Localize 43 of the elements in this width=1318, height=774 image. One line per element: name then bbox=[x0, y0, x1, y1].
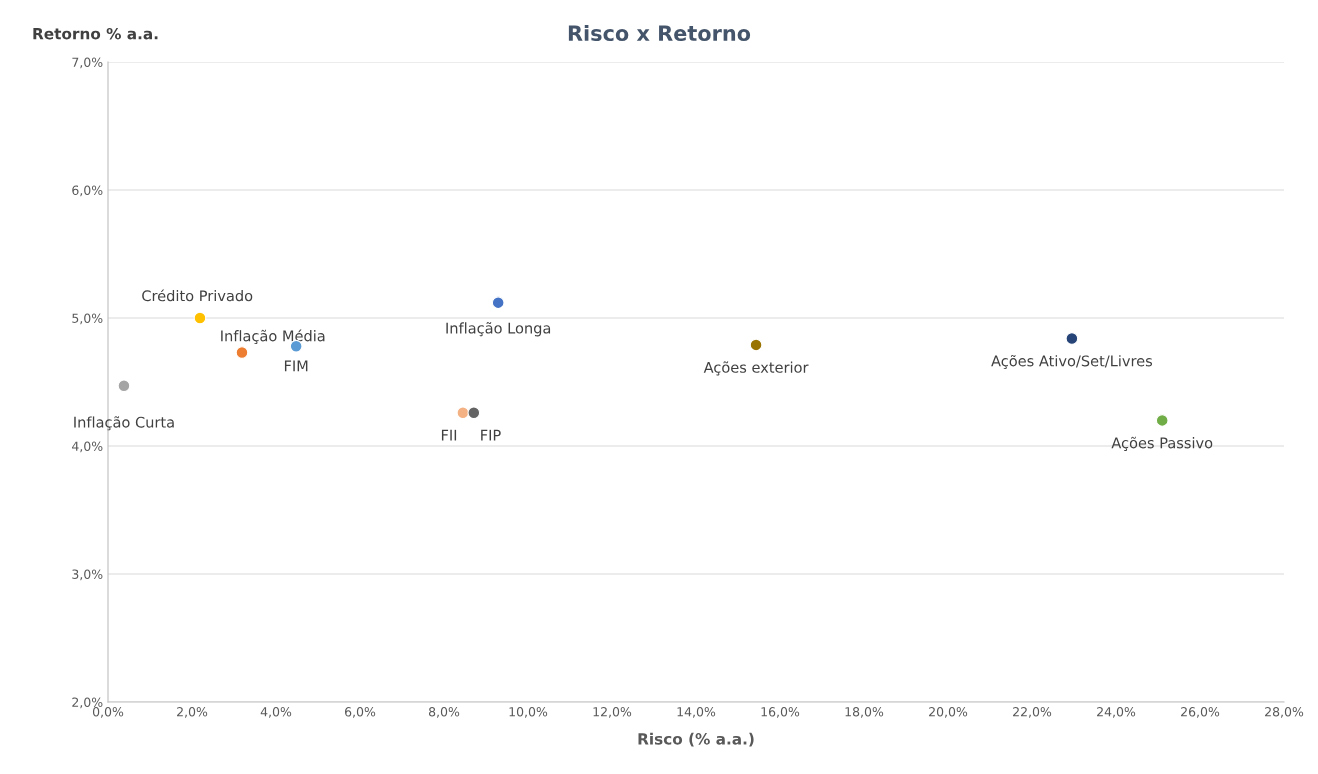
x-tick-label: 22,0% bbox=[1013, 707, 1052, 718]
series-label: Crédito Privado bbox=[142, 289, 253, 302]
point bbox=[491, 296, 505, 310]
x-tick-label: 16,0% bbox=[761, 707, 800, 718]
series-label: Ações exterior bbox=[703, 361, 809, 376]
series-label: Inflação Longa bbox=[446, 322, 551, 337]
y-axis-title: Retorno % a.a. bbox=[33, 27, 158, 40]
series-label: Inflação Média bbox=[221, 329, 325, 345]
series-label: Ações Passivo bbox=[1111, 436, 1213, 451]
y-tick-label: 4,0% bbox=[71, 441, 103, 453]
x-tick-label: 6,0% bbox=[345, 707, 376, 718]
series-label: FIM bbox=[284, 360, 308, 372]
point bbox=[467, 406, 481, 420]
series-label: FIP bbox=[481, 429, 501, 441]
point bbox=[1065, 332, 1079, 345]
series-label: FII bbox=[441, 429, 457, 441]
x-tick-label: 14,0% bbox=[677, 707, 716, 718]
point bbox=[1155, 414, 1169, 427]
y-tick-label: 5,0% bbox=[72, 313, 103, 325]
y-tick-label: 2,0% bbox=[72, 697, 103, 709]
x-tick-label: 10,0% bbox=[509, 707, 548, 718]
x-tick-label: 12,0% bbox=[593, 707, 632, 718]
x-axis-title: Risco (% a.a.) bbox=[638, 732, 754, 747]
x-tick-label: 0,0% bbox=[92, 707, 124, 718]
text: Inflação Curta bbox=[74, 416, 174, 431]
point bbox=[235, 346, 249, 359]
point bbox=[193, 311, 207, 325]
x-tick-label: 4,0% bbox=[260, 707, 292, 718]
point bbox=[749, 338, 763, 352]
chart-title: Risco x Retorno bbox=[568, 24, 751, 42]
y-tick-label: 7,0% bbox=[72, 57, 103, 69]
series-label: Ações Ativo/Set/Livres bbox=[991, 354, 1153, 370]
y-tick-label: 6,0% bbox=[72, 185, 103, 197]
x-tick-label: 8,0% bbox=[428, 707, 460, 718]
x-tick-label: 2,0% bbox=[177, 707, 208, 718]
x-tick-label: 18,0% bbox=[845, 707, 884, 718]
x-tick-label: 20,0% bbox=[929, 707, 968, 718]
point bbox=[456, 406, 470, 420]
x-tick-label: 28,0% bbox=[1265, 707, 1304, 718]
x-tick-label: 26,0% bbox=[1181, 707, 1220, 718]
point bbox=[117, 379, 131, 393]
x-tick-label: 24,0% bbox=[1097, 707, 1136, 718]
y-tick-label: 3,0% bbox=[72, 569, 103, 581]
